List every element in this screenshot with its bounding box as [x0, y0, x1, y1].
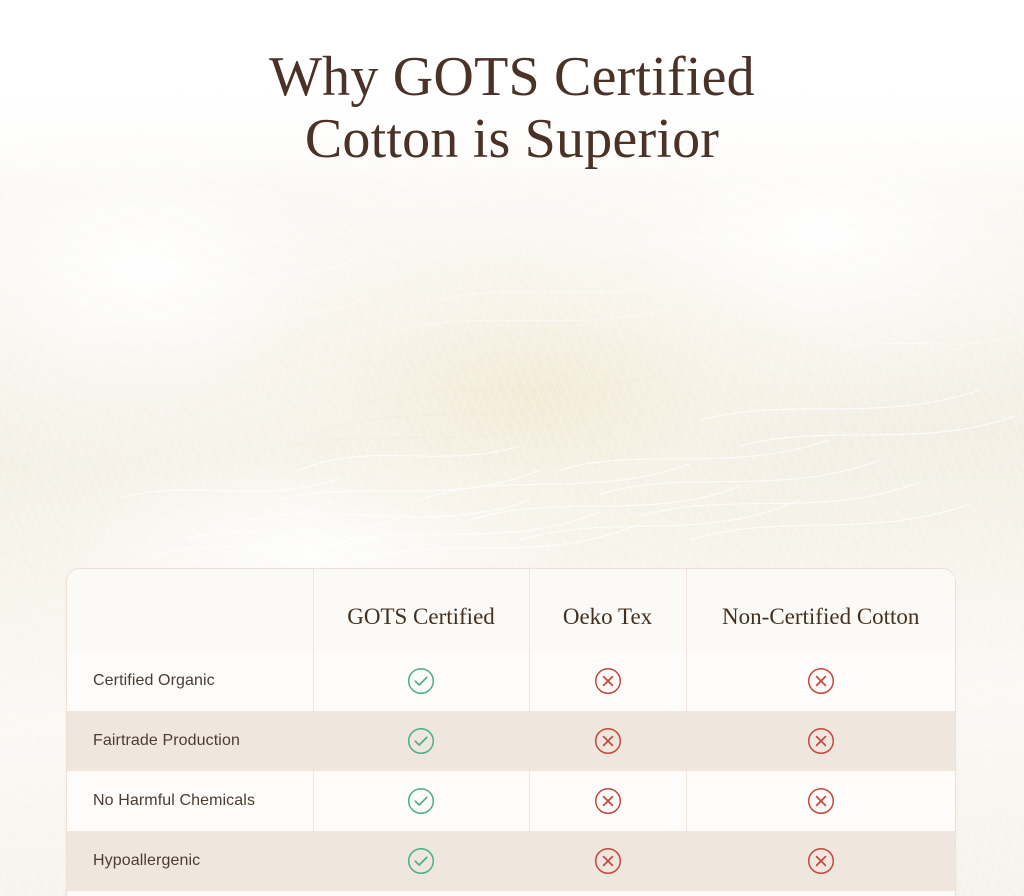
top-white-haze [0, 0, 1024, 190]
table-row: Fairtrade Production [67, 711, 955, 771]
feature-label: Fairtrade Production [67, 711, 313, 771]
feature-label: No Harmful Chemicals [67, 771, 313, 831]
page-title-line-2: Cotton is Superior [304, 107, 720, 170]
cell-gots [312, 711, 529, 771]
page-title: Why GOTS Certified Cotton is Superior [0, 44, 1024, 172]
check-circle-icon [406, 846, 436, 876]
feature-label: Hypoallergenic [67, 831, 313, 891]
comparison-table-body: Certified Organic Fairtrade Production N… [67, 651, 955, 891]
column-header-gots-certified: GOTS Certified [312, 569, 529, 651]
x-circle-icon [593, 846, 623, 876]
page-title-line-1: Why GOTS Certified [269, 45, 755, 108]
column-header-feature [67, 569, 313, 651]
column-header-oeko-tex: Oeko Tex [528, 569, 686, 651]
cell-non-certified [685, 771, 955, 831]
x-circle-icon [806, 786, 836, 816]
table-row: No Harmful Chemicals [67, 771, 955, 831]
check-circle-icon [406, 666, 436, 696]
comparison-table-card: GOTS Certified Oeko Tex Non-Certified Co… [66, 568, 956, 896]
check-circle-icon [406, 726, 436, 756]
column-header-non-certified-cotton: Non-Certified Cotton [685, 569, 955, 651]
x-circle-icon [593, 666, 623, 696]
feature-label: Certified Organic [67, 651, 313, 711]
table-row: Certified Organic [67, 651, 955, 711]
cell-gots [312, 771, 529, 831]
cell-gots [312, 831, 529, 891]
x-circle-icon [593, 786, 623, 816]
x-circle-icon [806, 726, 836, 756]
comparison-table-header: GOTS Certified Oeko Tex Non-Certified Co… [67, 569, 955, 651]
table-header-row: GOTS Certified Oeko Tex Non-Certified Co… [67, 569, 955, 651]
x-circle-icon [806, 666, 836, 696]
cell-non-certified [685, 711, 955, 771]
cell-oeko [528, 711, 686, 771]
x-circle-icon [593, 726, 623, 756]
table-row: Hypoallergenic [67, 831, 955, 891]
comparison-table: GOTS Certified Oeko Tex Non-Certified Co… [67, 569, 955, 891]
cell-oeko [528, 771, 686, 831]
check-circle-icon [406, 786, 436, 816]
cell-non-certified [685, 831, 955, 891]
cell-oeko [528, 651, 686, 711]
cell-gots [312, 651, 529, 711]
cell-oeko [528, 831, 686, 891]
cell-non-certified [685, 651, 955, 711]
x-circle-icon [806, 846, 836, 876]
